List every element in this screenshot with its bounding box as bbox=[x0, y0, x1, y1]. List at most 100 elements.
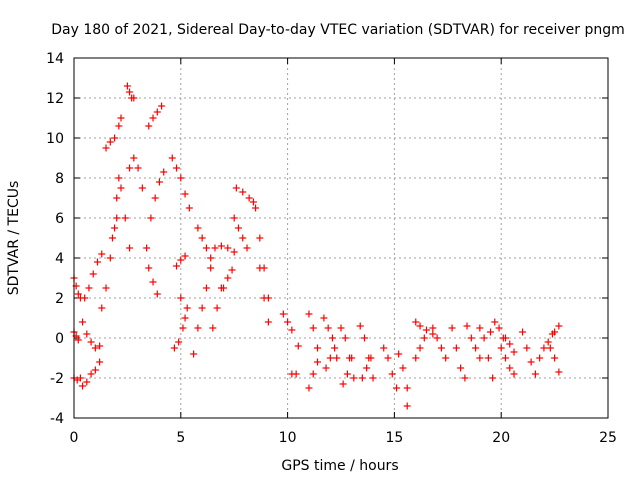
data-point bbox=[540, 344, 548, 352]
data-point bbox=[501, 354, 509, 362]
data-point bbox=[243, 244, 251, 252]
data-point bbox=[181, 190, 189, 198]
data-point bbox=[89, 270, 97, 278]
data-point bbox=[121, 214, 129, 222]
data-point bbox=[314, 358, 322, 366]
data-point bbox=[130, 154, 138, 162]
data-point bbox=[209, 324, 217, 332]
data-point bbox=[202, 244, 210, 252]
data-point bbox=[457, 364, 465, 372]
data-point bbox=[384, 354, 392, 362]
data-point bbox=[149, 278, 157, 286]
data-point bbox=[190, 350, 198, 358]
data-point bbox=[83, 330, 91, 338]
data-point bbox=[476, 354, 484, 362]
grid-lines bbox=[74, 58, 608, 418]
data-point bbox=[81, 294, 89, 302]
data-point bbox=[198, 304, 206, 312]
data-point bbox=[194, 224, 202, 232]
data-point bbox=[79, 318, 87, 326]
data-point bbox=[341, 334, 349, 342]
data-point bbox=[126, 164, 134, 172]
data-point bbox=[175, 338, 183, 346]
data-point bbox=[555, 322, 563, 330]
data-point bbox=[519, 328, 527, 336]
data-point bbox=[416, 322, 424, 330]
data-point bbox=[356, 322, 364, 330]
data-point bbox=[305, 310, 313, 318]
data-point bbox=[536, 354, 544, 362]
data-point bbox=[452, 344, 460, 352]
data-point bbox=[501, 334, 509, 342]
data-point bbox=[76, 374, 84, 382]
x-axis-label: GPS time / hours bbox=[281, 458, 398, 474]
data-point bbox=[360, 334, 368, 342]
data-point bbox=[143, 244, 151, 252]
data-point bbox=[224, 244, 232, 252]
data-point bbox=[367, 354, 375, 362]
data-point bbox=[98, 304, 106, 312]
data-point bbox=[74, 290, 82, 298]
data-point bbox=[160, 168, 168, 176]
data-point bbox=[489, 374, 497, 382]
data-point bbox=[531, 370, 539, 378]
data-point bbox=[328, 334, 336, 342]
data-point bbox=[245, 194, 253, 202]
data-point bbox=[495, 324, 503, 332]
y-tick-label: -4 bbox=[50, 411, 64, 427]
data-point bbox=[429, 330, 437, 338]
data-point bbox=[230, 214, 238, 222]
y-tick-labels: -4 -2 0 2 4 6 8 10 12 14 bbox=[46, 51, 64, 427]
data-point bbox=[399, 364, 407, 372]
data-point bbox=[506, 364, 514, 372]
data-point bbox=[264, 318, 272, 326]
data-point bbox=[138, 184, 146, 192]
data-point bbox=[155, 178, 163, 186]
data-point bbox=[74, 336, 82, 344]
data-point bbox=[437, 344, 445, 352]
data-point bbox=[412, 354, 420, 362]
data-point bbox=[113, 194, 121, 202]
data-point bbox=[380, 344, 388, 352]
data-point bbox=[91, 344, 99, 352]
data-point bbox=[510, 370, 518, 378]
x-tick-label: 15 bbox=[385, 430, 403, 446]
data-point bbox=[252, 204, 260, 212]
data-point bbox=[102, 284, 110, 292]
data-point bbox=[294, 342, 302, 350]
data-point bbox=[87, 370, 95, 378]
y-tick-label: 4 bbox=[55, 251, 64, 267]
data-point bbox=[117, 184, 125, 192]
data-point bbox=[480, 334, 488, 342]
data-point bbox=[239, 234, 247, 242]
data-point bbox=[388, 370, 396, 378]
data-point bbox=[111, 134, 119, 142]
data-point bbox=[202, 284, 210, 292]
data-point bbox=[87, 338, 95, 346]
data-point bbox=[179, 324, 187, 332]
y-tick-label: 6 bbox=[55, 211, 64, 227]
data-point bbox=[487, 328, 495, 336]
data-point bbox=[309, 370, 317, 378]
data-point bbox=[416, 344, 424, 352]
data-point bbox=[337, 324, 345, 332]
data-point bbox=[358, 374, 366, 382]
data-point bbox=[403, 402, 411, 410]
x-tick-label: 0 bbox=[70, 430, 79, 446]
data-point bbox=[476, 324, 484, 332]
data-point bbox=[170, 344, 178, 352]
data-point bbox=[106, 138, 114, 146]
data-point bbox=[123, 82, 131, 90]
data-point bbox=[324, 324, 332, 332]
data-point bbox=[239, 188, 247, 196]
data-point bbox=[194, 324, 202, 332]
x-tick-label: 20 bbox=[492, 430, 510, 446]
data-point bbox=[147, 214, 155, 222]
data-point bbox=[102, 144, 110, 152]
data-point bbox=[510, 348, 518, 356]
y-tick-label: 12 bbox=[46, 91, 64, 107]
data-point bbox=[232, 184, 240, 192]
data-point bbox=[279, 310, 287, 318]
data-point bbox=[442, 354, 450, 362]
data-point bbox=[363, 364, 371, 372]
